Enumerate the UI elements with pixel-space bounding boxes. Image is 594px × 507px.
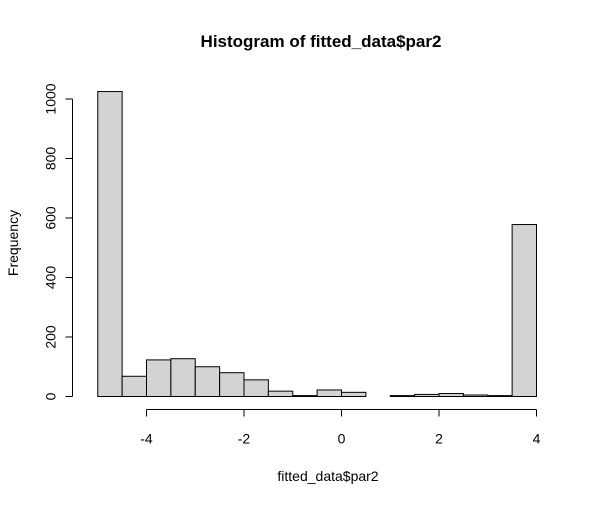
x-tick-label-1: -2 [238, 431, 251, 447]
histogram-bar-4 [194, 366, 221, 397]
y-tick-label-5: 1000 [43, 83, 59, 114]
y-axis: 0 200 400 600 800 1000 [43, 83, 73, 400]
y-tick-label-0: 0 [43, 392, 59, 400]
x-tick-label-3: 2 [435, 431, 443, 447]
histogram-bar-8 [292, 395, 318, 398]
histogram-bar-15 [462, 394, 489, 398]
histogram-bar-13 [414, 393, 440, 398]
x-axis-label: fitted_data$par2 [277, 468, 378, 484]
y-tick-label-1: 200 [43, 325, 59, 349]
histogram-bar-9 [316, 389, 342, 397]
histogram-bar-14 [438, 393, 464, 397]
histogram-bar-10 [341, 391, 367, 397]
histogram-bar-6 [243, 379, 269, 397]
histogram-bars [97, 91, 537, 398]
x-tick-label-4: 4 [533, 431, 541, 447]
x-tick-label-2: 0 [338, 431, 346, 447]
y-tick-label-4: 800 [43, 147, 59, 171]
histogram-bar-12 [389, 395, 416, 398]
y-tick-label-3: 600 [43, 206, 59, 230]
histogram-bar-5 [219, 372, 245, 398]
histogram-bar-7 [267, 390, 294, 397]
histogram-bar-17 [511, 224, 537, 397]
y-axis-label: Frequency [5, 210, 21, 276]
x-axis: -4 -2 0 2 4 [140, 409, 541, 447]
histogram-bar-16 [487, 395, 513, 398]
histogram-bar-2 [146, 359, 172, 397]
chart-title: Histogram of fitted_data$par2 [201, 32, 442, 51]
y-tick-label-2: 400 [43, 266, 59, 290]
histogram-bar-3 [170, 358, 196, 397]
histogram-bar-0 [97, 91, 123, 397]
x-tick-label-0: -4 [140, 431, 153, 447]
histogram-bar-1 [121, 375, 147, 397]
